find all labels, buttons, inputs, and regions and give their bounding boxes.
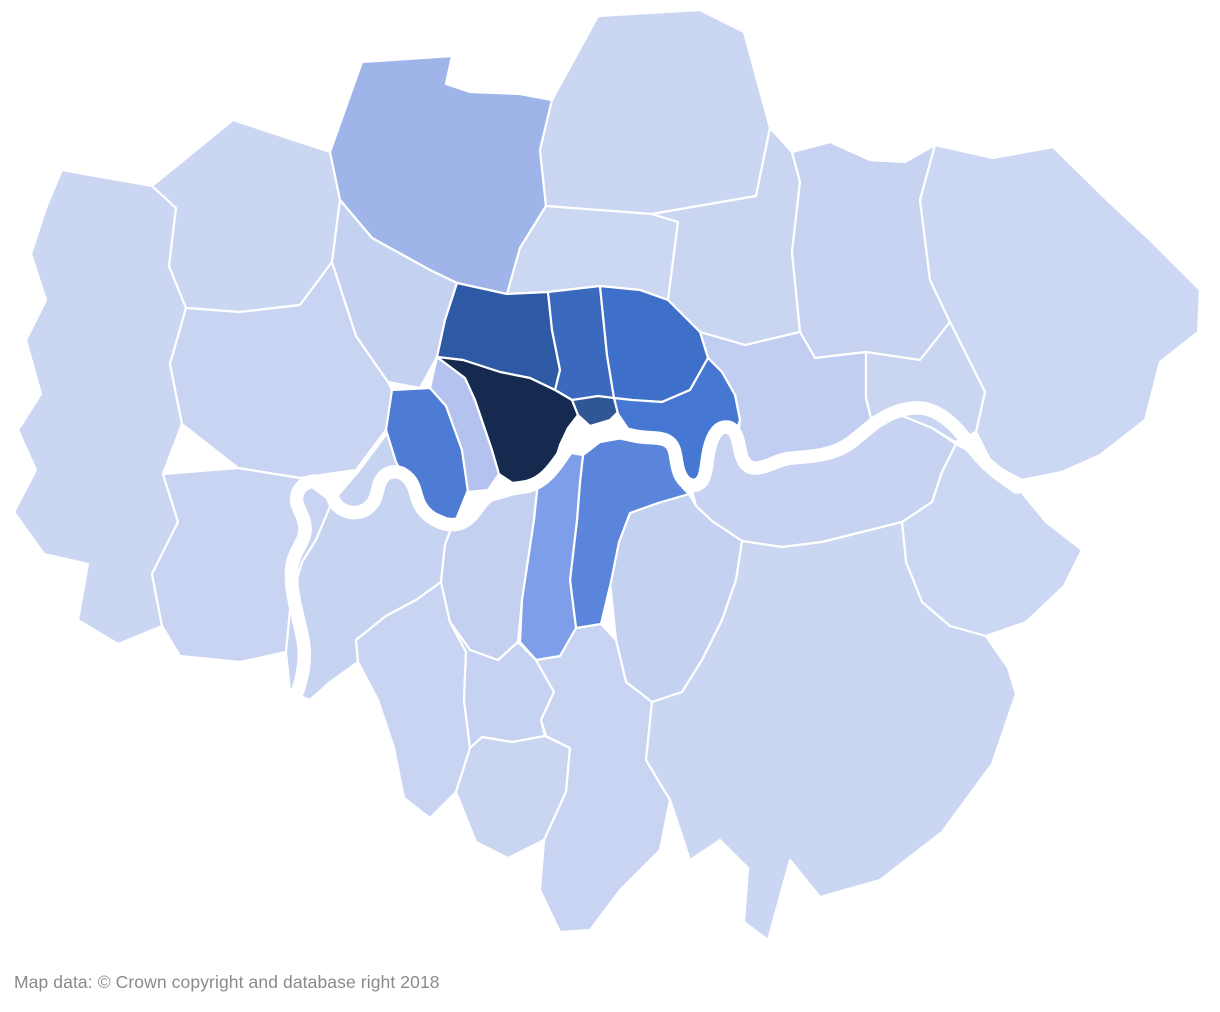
borough-harrow[interactable]	[150, 118, 342, 314]
borough-enfield[interactable]	[538, 8, 772, 216]
river-thames	[280, 401, 1024, 726]
borough-bromley[interactable]	[644, 520, 1018, 942]
borough-croydon[interactable]	[534, 622, 672, 934]
borough-westminster[interactable]	[435, 355, 580, 490]
borough-city-of-london[interactable]	[570, 394, 620, 428]
map-attribution-caption: Map data: © Crown copyright and database…	[14, 972, 440, 992]
